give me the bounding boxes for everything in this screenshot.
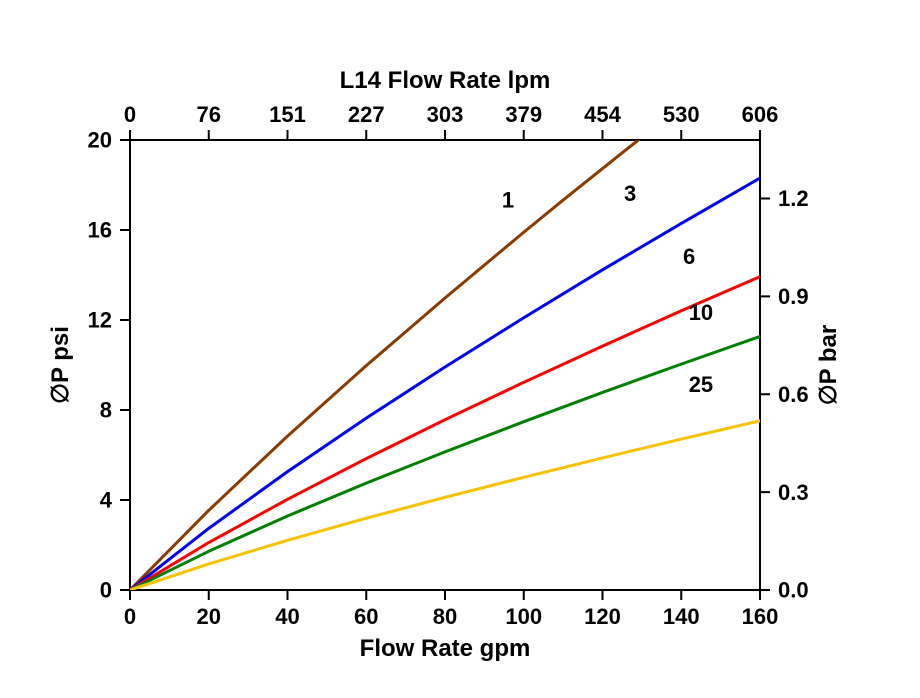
series-label-s10: 10 [689, 300, 713, 325]
y-axis-right-ticks: 0.0 0.3 0.6 0.9 1.2 [760, 186, 809, 603]
svg-text:100: 100 [505, 604, 542, 629]
svg-text:80: 80 [433, 604, 457, 629]
series-s3 [130, 178, 760, 590]
svg-text:0.9: 0.9 [778, 284, 809, 309]
x-axis-bottom-ticks: 0 20 40 60 80 100 120 140 160 [124, 590, 778, 629]
svg-text:40: 40 [275, 604, 299, 629]
flow-rate-chart: 020406080100120140160 076151227303379454… [0, 0, 920, 698]
svg-text:606: 606 [742, 102, 779, 127]
svg-text:120: 120 [584, 604, 621, 629]
svg-text:4: 4 [100, 488, 113, 513]
series-lines [130, 137, 760, 590]
svg-text:0.0: 0.0 [778, 578, 809, 603]
y-axis-right-title: ∅P bar [815, 325, 842, 406]
svg-text:530: 530 [663, 102, 700, 127]
series-s10 [130, 336, 760, 590]
svg-text:379: 379 [505, 102, 542, 127]
svg-text:76: 76 [197, 102, 221, 127]
svg-text:140: 140 [663, 604, 700, 629]
y-axis-left-title: ∅P psi [47, 326, 74, 404]
svg-text:454: 454 [584, 102, 621, 127]
x-axis-bottom-title: Flow Rate gpm [360, 635, 531, 662]
svg-text:0: 0 [124, 102, 136, 127]
svg-text:0: 0 [100, 578, 112, 603]
svg-text:12: 12 [88, 308, 112, 333]
svg-text:160: 160 [742, 604, 779, 629]
svg-text:303: 303 [427, 102, 464, 127]
svg-text:1.2: 1.2 [778, 186, 809, 211]
svg-text:227: 227 [348, 102, 385, 127]
y-axis-left-ticks: 0 4 8 12 16 20 [88, 128, 130, 603]
svg-text:151: 151 [269, 102, 306, 127]
series-s25 [130, 421, 760, 590]
svg-text:8: 8 [100, 398, 112, 423]
series-label-s25: 25 [689, 372, 713, 397]
svg-text:60: 60 [354, 604, 378, 629]
x-axis-top-title: L14 Flow Rate lpm [340, 67, 551, 94]
svg-text:0.6: 0.6 [778, 382, 809, 407]
plot-area [130, 140, 760, 590]
svg-text:16: 16 [88, 218, 112, 243]
svg-text:0: 0 [124, 604, 136, 629]
svg-text:0.3: 0.3 [778, 480, 809, 505]
x-axis-top-ticks: 0 76 151 227 303 379 454 530 606 [124, 102, 778, 140]
series-label-s1: 1 [502, 188, 514, 213]
svg-text:20: 20 [88, 128, 112, 153]
series-label-s6: 6 [683, 244, 695, 269]
series-label-s3: 3 [624, 181, 636, 206]
svg-text:20: 20 [197, 604, 221, 629]
